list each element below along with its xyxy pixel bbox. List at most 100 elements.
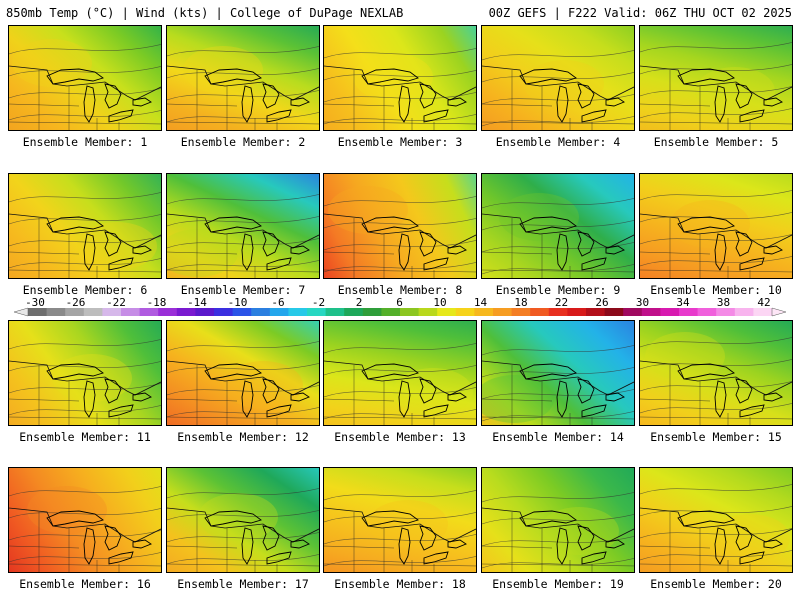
colorbar-swatch xyxy=(734,308,754,316)
member-caption: Ensemble Member: 20 xyxy=(650,577,782,591)
temperature-field-map xyxy=(324,26,476,130)
colorbar-swatch xyxy=(455,308,475,316)
ensemble-member-map-8 xyxy=(323,173,477,279)
colorbar-swatch xyxy=(232,308,252,316)
temperature-field-map xyxy=(9,26,161,130)
colorbar-tick-label: -26 xyxy=(66,296,86,309)
temperature-field-map xyxy=(640,468,792,572)
colorbar-tick-label: 42 xyxy=(757,296,770,309)
colorbar-tick-label: 14 xyxy=(474,296,488,309)
colorbar-swatch xyxy=(362,308,382,316)
header-run-info: 00Z GEFS | F222 Valid: 06Z THU OCT 02 20… xyxy=(488,6,792,20)
colorbar-swatch xyxy=(530,308,550,316)
member-caption: Ensemble Member: 5 xyxy=(653,135,779,149)
colorbar-tick-label: 18 xyxy=(514,296,527,309)
colorbar-swatch xyxy=(121,308,141,316)
colorbar-swatch xyxy=(641,308,661,316)
ensemble-member-map-18 xyxy=(323,467,477,573)
colorbar-swatch xyxy=(753,308,773,316)
ensemble-member-map-16 xyxy=(8,467,162,573)
temperature-field-map xyxy=(167,174,319,278)
colorbar-swatch xyxy=(400,308,420,316)
colorbar-swatch xyxy=(214,308,234,316)
member-caption: Ensemble Member: 14 xyxy=(492,430,624,444)
colorbar-swatch xyxy=(493,308,513,316)
member-caption: Ensemble Member: 18 xyxy=(334,577,466,591)
member-caption: Ensemble Member: 3 xyxy=(337,135,463,149)
colorbar-tick-label: -10 xyxy=(228,296,248,309)
ensemble-member-map-12 xyxy=(166,320,320,426)
temperature-field-map xyxy=(482,174,634,278)
colorbar-swatch xyxy=(139,308,159,316)
colorbar-swatch xyxy=(511,308,531,316)
temperature-field-map xyxy=(640,321,792,425)
colorbar-left-arrow xyxy=(13,307,29,317)
member-caption: Ensemble Member: 13 xyxy=(334,430,466,444)
member-caption: Ensemble Member: 19 xyxy=(492,577,624,591)
colorbar-swatch xyxy=(176,308,196,316)
member-caption: Ensemble Member: 17 xyxy=(177,577,309,591)
ensemble-member-map-14 xyxy=(481,320,635,426)
ensemble-member-map-10 xyxy=(639,173,793,279)
colorbar-swatch xyxy=(567,308,587,316)
ensemble-member-map-2 xyxy=(166,25,320,131)
temperature-field-map xyxy=(324,174,476,278)
colorbar-tick-label: 22 xyxy=(555,296,568,309)
colorbar-swatch xyxy=(195,308,215,316)
temperature-field-map xyxy=(640,174,792,278)
colorbar-tick-label: -2 xyxy=(312,296,325,309)
colorbar-tick-label: 6 xyxy=(396,296,403,309)
colorbar-tick-label: 38 xyxy=(717,296,730,309)
member-caption: Ensemble Member: 6 xyxy=(22,283,148,297)
colorbar-tick-label: -22 xyxy=(106,296,126,309)
colorbar-swatch xyxy=(474,308,494,316)
member-caption: Ensemble Member: 2 xyxy=(180,135,306,149)
colorbar-tick-label: -30 xyxy=(25,296,45,309)
ensemble-member-map-7 xyxy=(166,173,320,279)
colorbar-swatch xyxy=(679,308,699,316)
colorbar-swatch xyxy=(623,308,643,316)
ensemble-member-map-5 xyxy=(639,25,793,131)
ensemble-member-map-15 xyxy=(639,320,793,426)
colorbar-swatch xyxy=(716,308,736,316)
temperature-field-map xyxy=(482,321,634,425)
colorbar-swatch xyxy=(586,308,606,316)
ensemble-member-map-20 xyxy=(639,467,793,573)
colorbar-tick-label: 26 xyxy=(595,296,608,309)
member-caption: Ensemble Member: 7 xyxy=(180,283,306,297)
colorbar-swatch xyxy=(325,308,345,316)
colorbar-tick-label: -14 xyxy=(187,296,207,309)
colorbar-tick-label: 2 xyxy=(356,296,363,309)
header-title: 850mb Temp (°C) | Wind (kts) | College o… xyxy=(6,6,404,20)
colorbar-swatch xyxy=(288,308,308,316)
colorbar-swatch xyxy=(251,308,271,316)
colorbar-swatch xyxy=(269,308,289,316)
colorbar-tick-label: -6 xyxy=(271,296,284,309)
colorbar-swatch xyxy=(46,308,66,316)
member-caption: Ensemble Member: 9 xyxy=(495,283,621,297)
colorbar-swatch xyxy=(344,308,364,316)
colorbar-swatch xyxy=(437,308,457,316)
colorbar-tick-label: 10 xyxy=(433,296,446,309)
ensemble-member-map-17 xyxy=(166,467,320,573)
member-caption: Ensemble Member: 11 xyxy=(19,430,151,444)
colorbar-swatch xyxy=(660,308,680,316)
ensemble-member-map-6 xyxy=(8,173,162,279)
colorbar-swatch xyxy=(418,308,438,316)
colorbar-swatch xyxy=(697,308,717,316)
colorbar-tick-label: 30 xyxy=(636,296,649,309)
member-caption: Ensemble Member: 1 xyxy=(22,135,148,149)
temperature-field-map xyxy=(167,26,319,130)
temperature-field-map xyxy=(167,468,319,572)
colorbar-swatch xyxy=(65,308,85,316)
colorbar-swatch xyxy=(83,308,103,316)
temperature-field-map xyxy=(482,26,634,130)
colorbar-right-arrow xyxy=(771,307,787,317)
colorbar-tick-label: -18 xyxy=(147,296,167,309)
ensemble-member-map-11 xyxy=(8,320,162,426)
temperature-colorbar: -30 -26 -22 -18 -14 -10 -6 -2 2 6 10 14 18 22 26 30 34 38… xyxy=(13,296,787,317)
member-caption: Ensemble Member: 15 xyxy=(650,430,782,444)
ensemble-member-map-4 xyxy=(481,25,635,131)
colorbar-tick-label: 34 xyxy=(676,296,690,309)
